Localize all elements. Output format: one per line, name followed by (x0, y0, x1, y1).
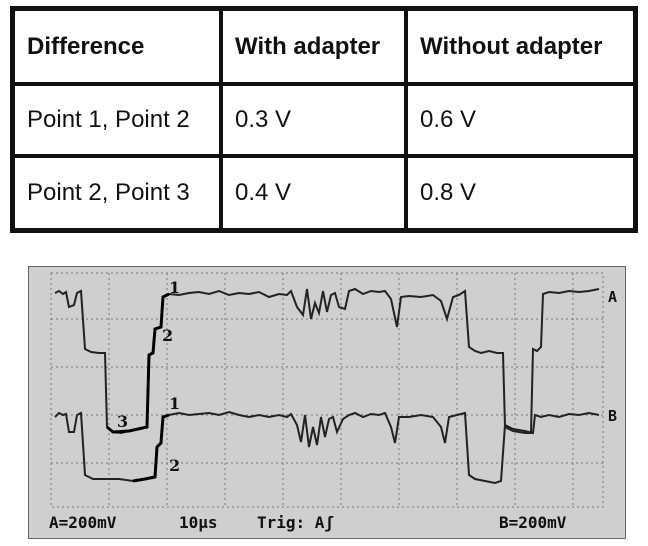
row1-with-adapter: 0.3 V (223, 86, 404, 154)
footer-timebase: 10µs (179, 513, 218, 532)
row1-without-adapter: 0.6 V (408, 86, 633, 154)
footer-trigger: Trig: Aʃ (257, 513, 335, 532)
channel-a-trace (54, 287, 600, 435)
footer-channel-a-scale: A=200mV (49, 513, 117, 532)
graticule-border (50, 272, 604, 508)
point-2-upper: 2 (162, 326, 173, 345)
oscilloscope-screen: A B 1 2 3 1 2 A=200mV 10µs Trig: Aʃ B=20… (28, 266, 626, 539)
point-3-upper: 3 (117, 412, 128, 431)
point-2-lower: 2 (169, 456, 180, 475)
row2-difference: Point 2, Point 3 (15, 158, 219, 228)
footer-channel-b-scale: B=200mV (499, 513, 567, 532)
graticule-grid (51, 273, 603, 507)
point-1-lower: 1 (169, 394, 180, 413)
channel-b-label: B (608, 407, 617, 425)
channel-b-step-highlight (132, 413, 170, 483)
row1-difference: Point 1, Point 2 (15, 86, 219, 154)
channel-a-step-highlight (106, 292, 170, 434)
header-without-adapter: Without adapter (408, 11, 633, 82)
channel-a-label: A (608, 288, 617, 306)
header-with-adapter: With adapter (223, 11, 404, 82)
voltage-difference-table: Difference With adapter Without adapter … (10, 6, 638, 233)
row2-with-adapter: 0.4 V (223, 158, 404, 228)
point-1-upper: 1 (169, 278, 180, 297)
channel-b-trace (54, 410, 600, 485)
header-difference: Difference (15, 11, 219, 82)
row2-without-adapter: 0.8 V (408, 158, 633, 228)
oscilloscope-svg: A B 1 2 3 1 2 (50, 272, 617, 508)
